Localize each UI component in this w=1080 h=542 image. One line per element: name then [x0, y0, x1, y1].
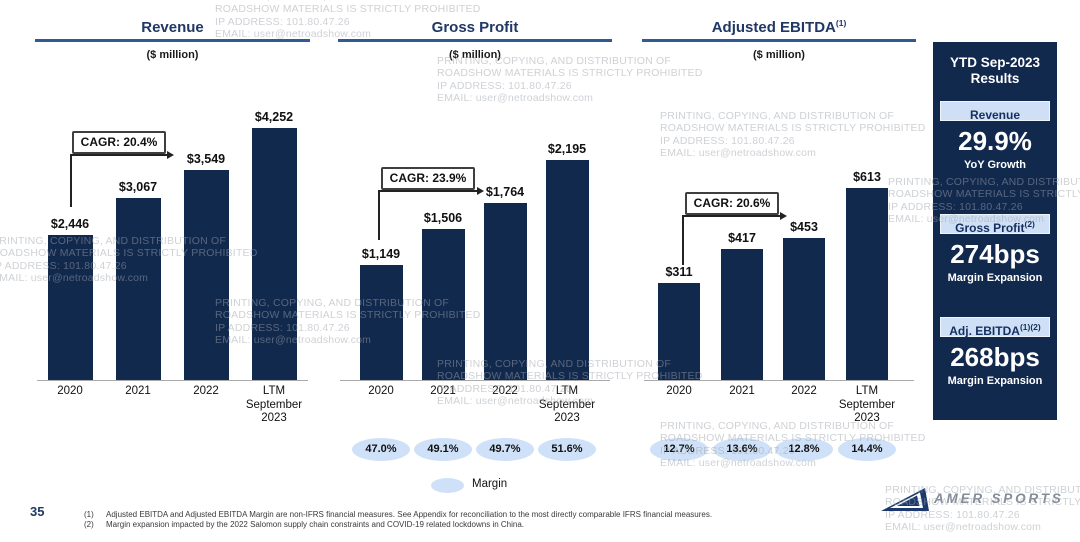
margin-value-pill: 14.4%	[838, 438, 896, 461]
bar-ltm-september-2023	[846, 188, 888, 380]
panel-band-revenue: Revenue	[940, 101, 1050, 122]
margin-value-pill: 49.7%	[476, 438, 534, 461]
bar-value-label: $613	[853, 170, 881, 184]
ytd-results-panel-title: YTD Sep-2023 Results	[949, 55, 1041, 86]
revenue-title-rule	[35, 39, 310, 42]
bar-value-label: $1,149	[361, 247, 401, 261]
gross-profit-chart-title: Gross Profit	[431, 19, 519, 36]
bar-value-label: $1,764	[485, 185, 525, 199]
revenue-yoy-growth-caption: YoY Growth	[964, 159, 1026, 171]
margin-value-pill: 12.7%	[650, 438, 708, 461]
x-tick-label: LTM September 2023	[838, 385, 896, 424]
bar-value-label: $453	[790, 220, 818, 234]
ytd-results-panel: YTD Sep-2023 Results Revenue 29.9% YoY G…	[933, 42, 1057, 420]
adjusted-ebitda-chart: Adjusted EBITDA(1) ($ million) $311 $417 $…	[642, 14, 916, 474]
revenue-cagr-callout: CAGR: 20.4%	[72, 131, 166, 154]
adjusted-ebitda-cagr-callout: CAGR: 20.6%	[685, 192, 779, 215]
x-tick-label: 2021	[430, 385, 456, 397]
margin-value-pill: 51.6%	[538, 438, 596, 461]
adj-ebitda-margin-expansion-value: 268bps	[950, 342, 1040, 372]
bar-2021	[115, 198, 161, 380]
gross-profit-cagr-connector	[378, 190, 380, 240]
adjusted-ebitda-x-axis	[644, 380, 914, 381]
gross-profit-cagr-arrowhead-icon	[477, 187, 484, 195]
revenue-cagr-connector	[70, 154, 72, 207]
margin-legend-label: Margin	[472, 478, 508, 490]
panel-band-gross-profit: Gross Profit(2)	[940, 214, 1050, 235]
adjusted-ebitda-title-superscript: (1)	[835, 18, 847, 28]
panel-band-adj-ebitda: Adj. EBITDA(1)(2)	[940, 317, 1050, 338]
margin-value-pill: 49.1%	[414, 438, 472, 461]
revenue-cagr-arrowhead-icon	[167, 151, 174, 159]
x-tick-label: LTM September 2023	[538, 385, 596, 424]
bar-2022	[483, 203, 527, 380]
gross-profit-margin-expansion-value: 274bps	[950, 239, 1040, 269]
bar-2020	[359, 265, 403, 380]
margin-legend-ellipse-icon	[431, 478, 464, 493]
x-tick-label: 2020	[666, 385, 692, 397]
adjusted-ebitda-chart-units: ($ million)	[753, 49, 805, 61]
x-tick-label: 2022	[791, 385, 817, 397]
bar-ltm-september-2023	[545, 160, 589, 380]
bar-value-label: $2,446	[50, 217, 90, 231]
page-number: 35	[30, 504, 45, 519]
gross-profit-cagr-callout: CAGR: 23.9%	[381, 167, 475, 190]
gross-profit-chart-units: ($ million)	[449, 49, 501, 61]
bar-value-label: $311	[665, 265, 693, 279]
adjusted-ebitda-title-rule	[642, 39, 916, 42]
bar-value-label: $417	[728, 231, 756, 245]
margin-value-pill: 47.0%	[352, 438, 410, 461]
adj-ebitda-margin-expansion-caption: Margin Expansion	[947, 375, 1043, 387]
bar-2022	[783, 238, 825, 380]
margin-value-pill: 13.6%	[713, 438, 771, 461]
margin-value-pill: 12.8%	[775, 438, 833, 461]
revenue-cagr-arrow-line	[70, 154, 167, 156]
bar-value-label: $3,549	[186, 152, 226, 166]
x-tick-label: 2022	[193, 385, 219, 397]
amer-sports-logo: AMER SPORTS	[880, 486, 1061, 514]
amer-sports-logo-text: AMER SPORTS	[934, 491, 1064, 506]
x-tick-label: 2021	[729, 385, 755, 397]
revenue-x-axis	[37, 380, 308, 381]
adjusted-ebitda-plot-area: $311 $417 $453 $613	[642, 110, 916, 380]
adjusted-ebitda-cagr-arrow-line	[682, 215, 780, 217]
revenue-chart-title: Revenue	[141, 19, 204, 36]
gross-profit-cagr-arrow-line	[378, 190, 477, 192]
revenue-plot-area: $2,446 $3,067 $3,549 $4,252	[35, 110, 310, 380]
x-tick-label: 2022	[492, 385, 518, 397]
adjusted-ebitda-chart-title: Adjusted EBITDA(1)	[711, 18, 847, 36]
adjusted-ebitda-cagr-arrowhead-icon	[780, 212, 787, 220]
gross-profit-plot-area: $1,149 $1,506 $1,764 $2,195	[338, 110, 612, 380]
bar-2021	[421, 229, 465, 380]
revenue-yoy-growth-value: 29.9%	[958, 126, 1032, 156]
x-tick-label: LTM September 2023	[245, 385, 303, 424]
x-tick-label: 2020	[368, 385, 394, 397]
gross-profit-margin-expansion-caption: Margin Expansion	[947, 272, 1043, 284]
revenue-chart-units: ($ million)	[146, 49, 199, 61]
bar-value-label: $3,067	[118, 180, 158, 194]
adjusted-ebitda-cagr-connector	[682, 215, 684, 265]
x-tick-label: 2020	[57, 385, 83, 397]
gross-profit-title-rule	[338, 39, 612, 42]
bar-2020	[47, 235, 93, 380]
amer-sports-logo-fin-icon	[881, 488, 929, 511]
gross-profit-x-axis	[340, 380, 610, 381]
bar-value-label: $4,252	[254, 110, 294, 124]
bar-value-label: $1,506	[423, 211, 463, 225]
bar-ltm-september-2023	[251, 128, 297, 380]
bar-2022	[183, 170, 229, 380]
bar-value-label: $2,195	[547, 142, 587, 156]
bar-2021	[721, 249, 763, 380]
bar-2020	[658, 283, 700, 380]
x-tick-label: 2021	[125, 385, 151, 397]
revenue-chart: Revenue ($ million) $2,446 $3,067 $3,549 $4…	[35, 14, 310, 474]
gross-profit-chart: Gross Profit ($ million) $1,149 $1,506 $1,…	[338, 14, 612, 474]
